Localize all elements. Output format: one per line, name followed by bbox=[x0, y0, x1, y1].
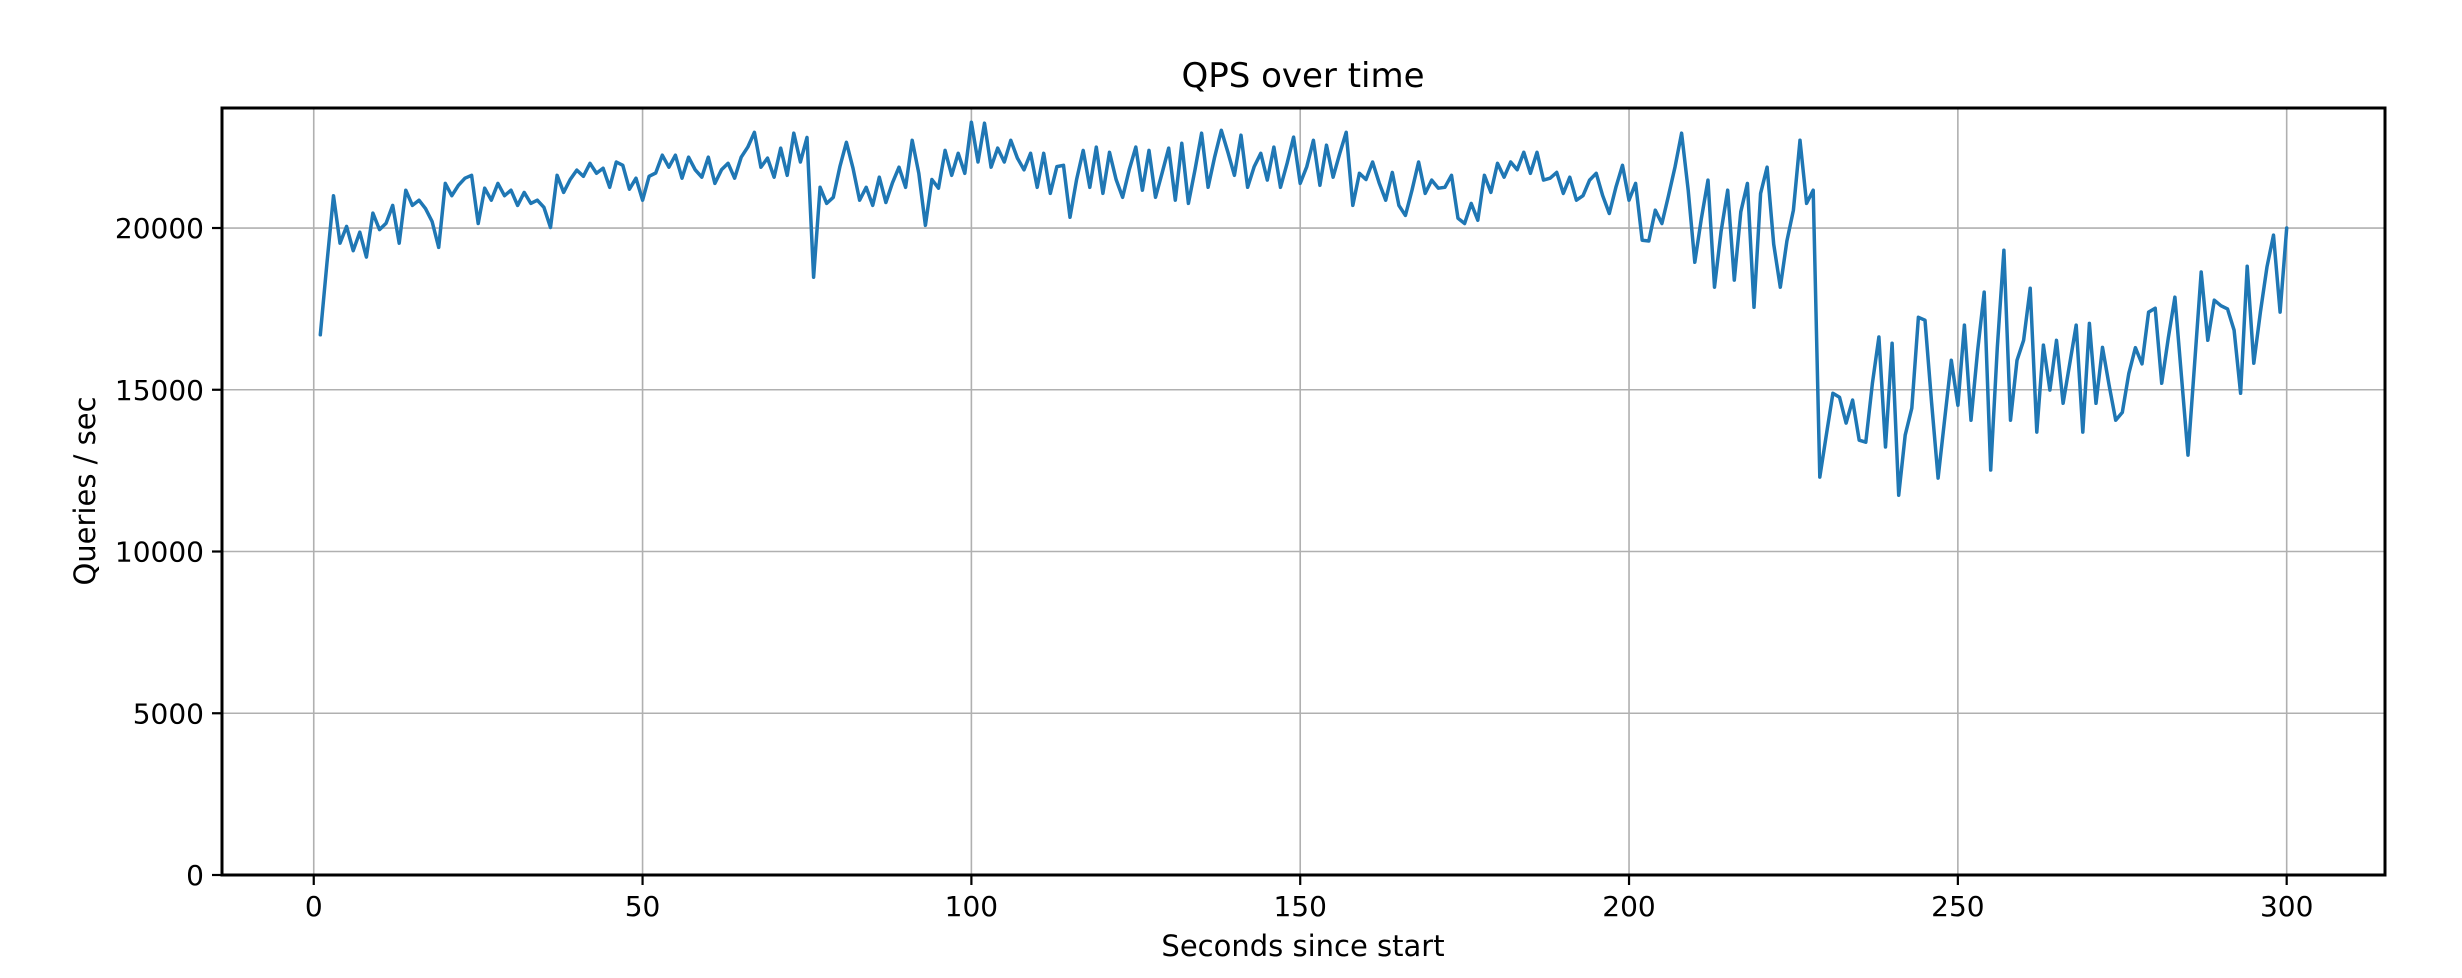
x-tick-label: 0 bbox=[305, 890, 323, 923]
x-tick-label: 250 bbox=[1931, 890, 1984, 923]
x-tick-label: 100 bbox=[945, 890, 998, 923]
chart-title: QPS over time bbox=[1181, 56, 1424, 96]
y-tick-label: 5000 bbox=[133, 697, 204, 730]
plot-area-border bbox=[220, 106, 2387, 877]
grid bbox=[222, 108, 2385, 876]
y-tick-label: 10000 bbox=[115, 536, 204, 569]
x-tick-label: 200 bbox=[1602, 890, 1655, 923]
qps-line-series bbox=[318, 120, 2289, 497]
y-axis-label: Queries / sec bbox=[68, 396, 102, 585]
y-tick-label: 15000 bbox=[115, 374, 204, 407]
qps-line bbox=[318, 120, 2289, 497]
tick-labels: 0 50 100 150 200 250 300 0 5000 10000 15000 20000 bbox=[115, 212, 2313, 923]
y-tick-label: 20000 bbox=[115, 212, 204, 245]
x-tick-label: 50 bbox=[625, 890, 661, 923]
x-tick-label: 300 bbox=[2260, 890, 2313, 923]
axes bbox=[212, 106, 2387, 885]
y-tick-label: 0 bbox=[186, 859, 204, 892]
x-axis-label: Seconds since start bbox=[1161, 929, 1444, 963]
x-tick-label: 150 bbox=[1273, 890, 1326, 923]
